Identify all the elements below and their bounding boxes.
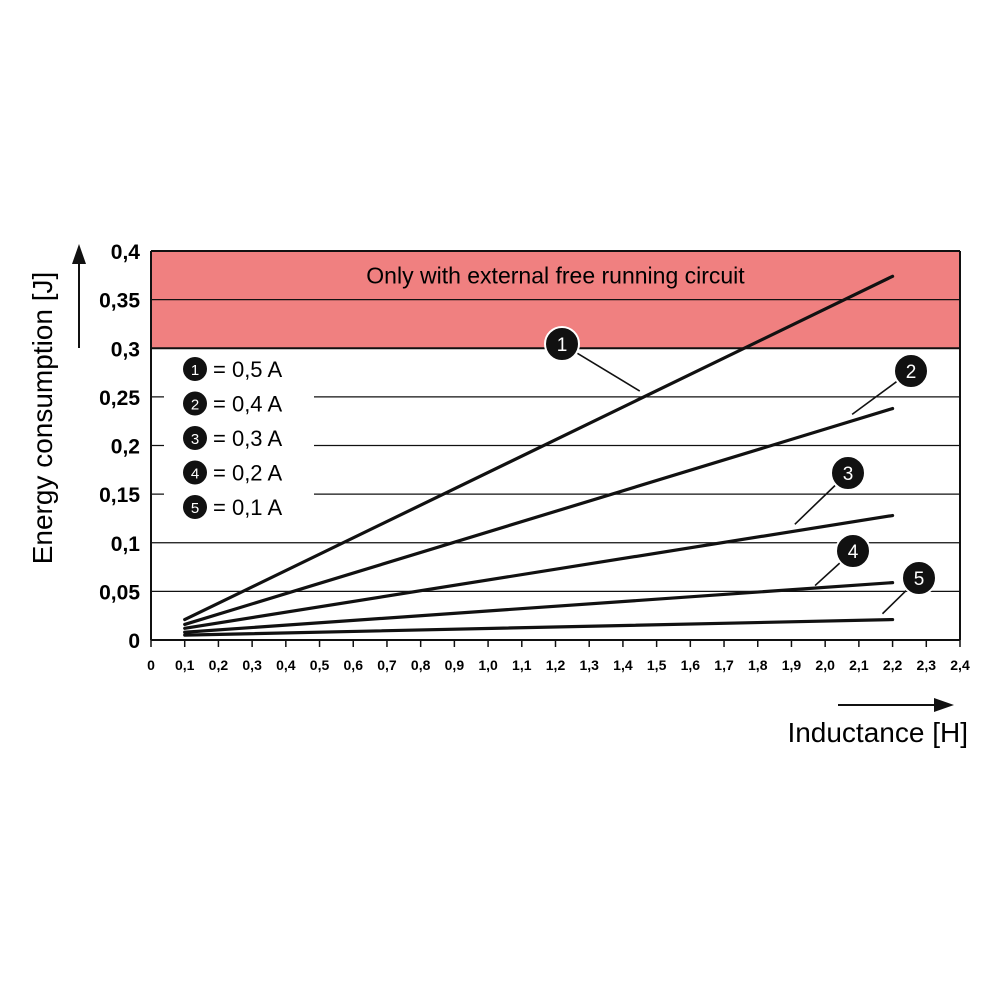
callout-marker-label: 1 (557, 335, 568, 356)
x-tick-label: 0,4 (276, 657, 296, 673)
x-tick-label: 1,2 (546, 657, 566, 673)
callout-leader-3 (794, 484, 836, 525)
x-tick-label: 2,4 (950, 657, 970, 673)
callout-leader-5 (881, 590, 907, 615)
callout-leader-1 (576, 352, 641, 392)
y-tick-label: 0,35 (99, 290, 140, 313)
x-tick-label: 1,9 (782, 657, 802, 673)
y-tick-label: 0,3 (111, 338, 140, 361)
x-axis-arrow-icon (838, 698, 954, 712)
y-axis-title: Energy consumption [J] (27, 272, 58, 565)
series-line-4 (183, 581, 895, 634)
x-tick-label: 0,6 (344, 657, 364, 673)
x-tick-label: 1,4 (613, 657, 633, 673)
x-tick-label: 0,7 (377, 657, 397, 673)
x-tick-label: 0,9 (445, 657, 465, 673)
y-tick-label: 0,2 (111, 436, 140, 459)
legend-entry: = 0,5 A (213, 357, 282, 382)
x-tick-label: 1,8 (748, 657, 768, 673)
x-tick-label: 1,6 (681, 657, 701, 673)
y-tick-label: 0 (128, 630, 140, 653)
series-line-3 (183, 513, 895, 630)
x-tick-label: 2,3 (917, 657, 937, 673)
legend-entry: = 0,3 A (213, 426, 282, 451)
legend-marker-label: 1 (191, 362, 199, 379)
y-tick-label: 0,1 (111, 533, 141, 556)
callout-marker-label: 5 (914, 569, 925, 590)
y-tick-label: 0,25 (99, 387, 140, 410)
x-tick-label: 2,0 (815, 657, 835, 673)
callout-leader-4 (814, 562, 841, 587)
callout-marker-1 (544, 326, 580, 362)
x-tick-label: 0,2 (209, 657, 229, 673)
callout-leader-2 (851, 381, 897, 416)
callout-marker-5 (901, 560, 937, 596)
callout-marker-label: 3 (843, 464, 854, 485)
x-tick-labels: 0 0,1 0,2 0,3 0,4 0,5 0,6 0,7 0,8 0,9 1,0 1,1 1,2 1,3… (147, 657, 970, 673)
x-tick-label: 0,3 (242, 657, 262, 673)
x-tick-label: 2,2 (883, 657, 903, 673)
legend-marker-label: 5 (191, 500, 199, 517)
series-layer (183, 274, 895, 637)
y-tick-labels: 0 0,05 0,1 0,15 0,2 0,25 0,3 0,35 0,4 (99, 241, 140, 653)
legend-entry: = 0,2 A (213, 461, 282, 486)
legend-marker-label: 4 (191, 466, 199, 483)
x-tick-label: 1,0 (478, 657, 498, 673)
legend-entry: = 0,4 A (213, 392, 282, 417)
callout-marker-2 (893, 353, 929, 389)
band-label: Only with external free running circuit (366, 262, 745, 288)
callout-marker-3 (830, 455, 866, 491)
x-tick-label: 1,3 (579, 657, 599, 673)
x-tick-label: 1,1 (512, 657, 532, 673)
legend-marker (183, 426, 207, 450)
callout-layer: 1 2 3 4 5 (544, 326, 937, 615)
legend: 1 = 0,5 A 2 = 0,4 A 3 = 0,3 A 4 = 0,2 A 5 = 0,1 A (164, 352, 314, 520)
legend-marker (183, 460, 207, 485)
callout-marker-4 (835, 533, 871, 569)
series-line-1 (183, 274, 895, 622)
legend-entry: = 0,1 A (213, 495, 282, 520)
axis-layer (150, 251, 961, 647)
y-axis-arrow-icon (72, 244, 86, 348)
x-tick-label: 1,7 (714, 657, 734, 673)
legend-marker-label: 2 (191, 397, 199, 414)
series-line-2 (183, 406, 895, 627)
y-tick-label: 0,15 (99, 484, 140, 507)
legend-marker (183, 391, 207, 416)
y-tick-label: 0,4 (111, 241, 141, 264)
x-axis-title: Inductance [H] (787, 717, 968, 748)
y-tick-label: 0,05 (99, 581, 140, 604)
callout-marker-label: 2 (906, 362, 917, 383)
legend-marker (183, 357, 207, 381)
x-tick-label: 2,1 (849, 657, 869, 673)
legend-marker (183, 495, 207, 519)
x-tick-label: 0,1 (175, 657, 195, 673)
x-tick-label: 0 (147, 657, 155, 673)
x-tick-label: 0,8 (411, 657, 431, 673)
x-tick-label: 0,5 (310, 657, 330, 673)
x-tick-label: 1,5 (647, 657, 667, 673)
callout-marker-label: 4 (848, 542, 859, 563)
series-line-5 (183, 617, 895, 637)
legend-marker-label: 3 (191, 431, 199, 448)
